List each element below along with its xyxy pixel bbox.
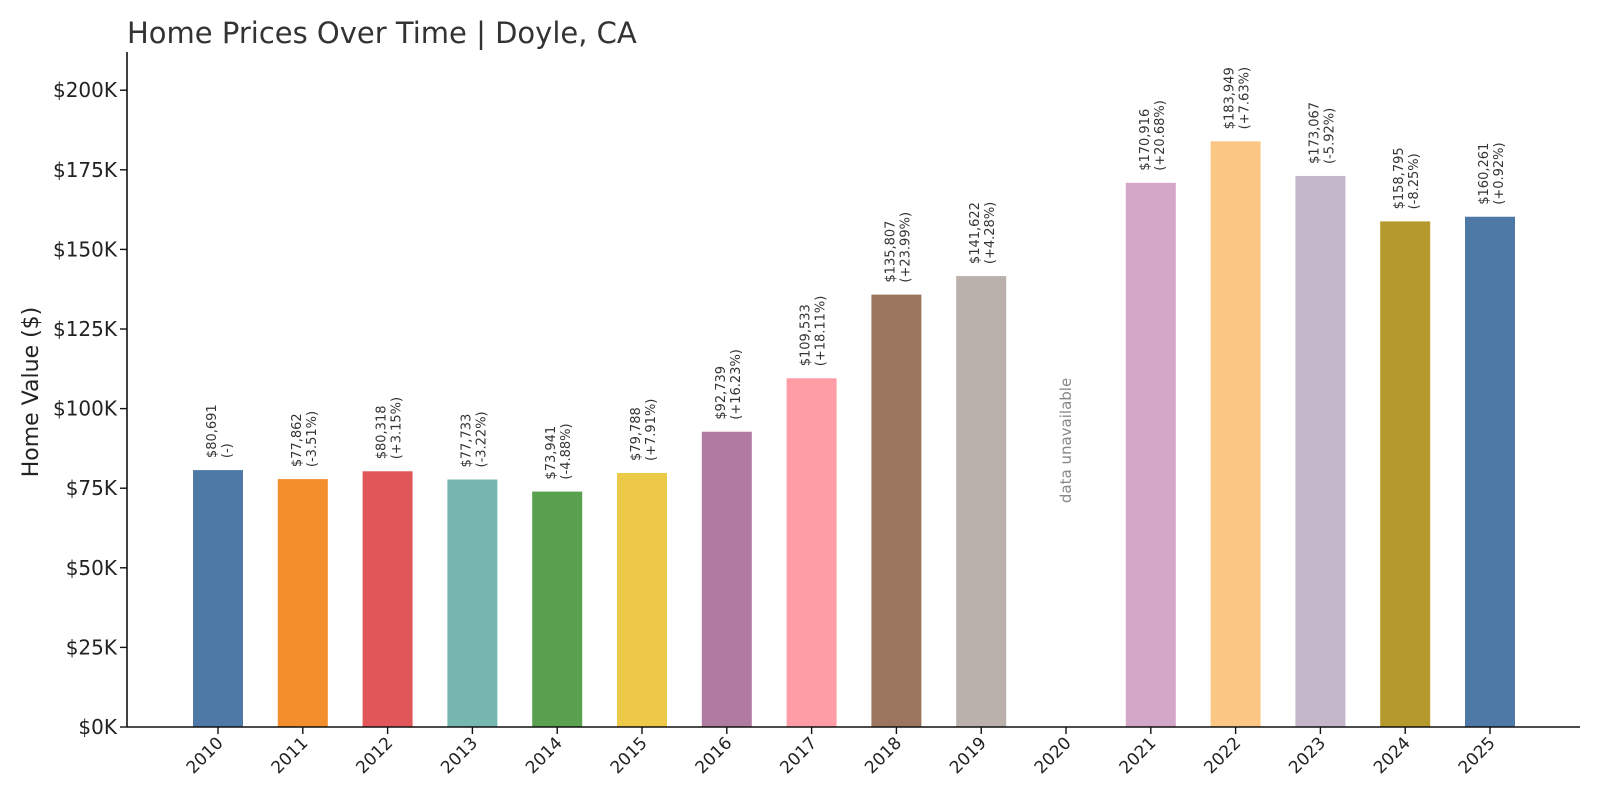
bar-2012 (362, 471, 413, 727)
bar-change-label: (+7.91%) (644, 399, 659, 461)
bar-value-label: $77,862 (290, 413, 305, 467)
bar-value-label: $92,739 (714, 366, 729, 420)
x-tick-label: 2019 (946, 733, 991, 778)
bar-change-label: (+7.63%) (1238, 67, 1253, 129)
bar-label-2019: $141,622 (+4.28%) (968, 202, 998, 264)
x-tick-label: 2016 (692, 733, 737, 778)
bar-label-2014: $73,941 (-4.88%) (544, 423, 574, 479)
bar-value-label: $158,795 (1392, 147, 1407, 209)
bar-value-labels: $80,691 (-) $77,862 (-3.51%) $80,318 (+3.15%)… (205, 67, 1507, 503)
bar-2010 (193, 470, 243, 727)
y-tick-label: $0K (78, 715, 117, 739)
bar-label-2024: $158,795 (-8.25%) (1392, 147, 1422, 209)
x-tick-label: 2025 (1455, 733, 1500, 778)
y-tick-label: $150K (53, 237, 118, 261)
bar-change-label: (-) (220, 443, 235, 458)
bar-label-2023: $173,067 (-5.92%) (1307, 102, 1337, 164)
bar-2011 (277, 479, 328, 727)
bar-change-label: (+3.15%) (390, 397, 405, 459)
bar-2019 (956, 276, 1007, 727)
bar-value-label: $80,691 (205, 404, 220, 458)
bar-change-label: (+23.99%) (898, 212, 913, 283)
x-tick-label: 2024 (1370, 733, 1415, 778)
bar-2023 (1295, 175, 1346, 728)
bars (193, 141, 1515, 728)
bar-label-2018: $135,807 (+23.99%) (883, 212, 913, 283)
y-tick-label: $50K (66, 556, 118, 580)
bar-label-2021: $170,916 (+20.68%) (1138, 100, 1168, 171)
bar-label-2017: $109,533 (+18.11%) (799, 296, 829, 367)
bar-change-label: (-3.51%) (305, 411, 320, 467)
bar-value-label: $73,941 (544, 426, 559, 480)
bar-2013 (447, 479, 498, 727)
bar-2017 (786, 378, 837, 727)
bar-2015 (617, 472, 667, 727)
bar-label-2015: $79,788 (+7.91%) (629, 399, 659, 461)
bar-value-label: $80,318 (375, 406, 390, 460)
bar-label-2011: $77,862 (-3.51%) (290, 411, 320, 467)
bar-2014 (532, 491, 583, 727)
bar-2016 (701, 431, 752, 727)
bar-change-label: (+0.92%) (1492, 142, 1507, 204)
bar-label-2025: $160,261 (+0.92%) (1477, 142, 1507, 204)
bar-label-2016: $92,739 (+16.23%) (714, 349, 744, 420)
bar-change-label: (+16.23%) (729, 349, 744, 420)
bar-2022 (1210, 141, 1261, 727)
y-tick-label: $175K (53, 158, 118, 182)
bar-value-label: $170,916 (1138, 109, 1153, 171)
bar-value-label: $173,067 (1307, 102, 1322, 164)
bar-value-label: $109,533 (799, 304, 814, 366)
x-tick-label: 2018 (861, 733, 906, 778)
x-tick-label: 2017 (776, 733, 821, 778)
bar-change-label: (+18.11%) (814, 296, 829, 367)
bar-2024 (1380, 221, 1431, 727)
bar-2021 (1125, 182, 1176, 727)
y-axis-label: Home Value ($) (19, 307, 44, 478)
bar-change-label: (-3.22%) (474, 411, 489, 467)
x-tick-label: 2011 (268, 733, 313, 778)
x-tick-label: 2020 (1031, 733, 1076, 778)
bar-value-label: $79,788 (629, 407, 644, 461)
x-tick-label: 2013 (437, 733, 482, 778)
y-tick-label: $75K (66, 476, 118, 500)
y-axis-ticks: $0K $25K $50K $75K $100K $125K $150K $175K $200K (53, 78, 127, 739)
bar-label-2010: $80,691 (-) (205, 404, 235, 458)
bar-value-label: $141,622 (968, 202, 983, 264)
x-tick-label: 2010 (183, 733, 228, 778)
bar-value-label: $77,733 (459, 414, 474, 468)
x-tick-label: 2023 (1285, 733, 1330, 778)
x-tick-label: 2022 (1200, 733, 1245, 778)
y-tick-label: $25K (66, 635, 118, 659)
x-tick-label: 2012 (352, 733, 397, 778)
bar-2025 (1465, 216, 1515, 727)
chart-title: Home Prices Over Time | Doyle, CA (127, 16, 637, 50)
bar-label-2013: $77,733 (-3.22%) (459, 411, 489, 467)
bar-value-label: $135,807 (883, 221, 898, 283)
bar-change-label: (-5.92%) (1322, 108, 1337, 164)
y-tick-label: $125K (53, 317, 118, 341)
y-tick-label: $200K (53, 78, 118, 102)
bar-change-label: (-8.25%) (1407, 153, 1422, 209)
x-tick-label: 2015 (607, 733, 652, 778)
bar-change-label: (-4.88%) (559, 423, 574, 479)
x-tick-label: 2021 (1116, 733, 1161, 778)
bar-label-2012: $80,318 (+3.15%) (375, 397, 405, 459)
x-tick-label: 2014 (522, 733, 567, 778)
bar-change-label: (+4.28%) (983, 202, 998, 264)
data-unavailable-label: data unavailable (1057, 378, 1075, 503)
bar-value-label: $183,949 (1223, 67, 1238, 129)
bar-2018 (871, 294, 922, 727)
y-tick-label: $100K (53, 397, 118, 421)
x-axis-ticks: 2010 2011 2012 2013 2014 2015 2016 2017 2018 2019… (183, 727, 1500, 778)
bar-value-label: $160,261 (1477, 143, 1492, 205)
bar-change-label: (+20.68%) (1153, 100, 1168, 171)
bar-label-2022: $183,949 (+7.63%) (1223, 67, 1253, 129)
